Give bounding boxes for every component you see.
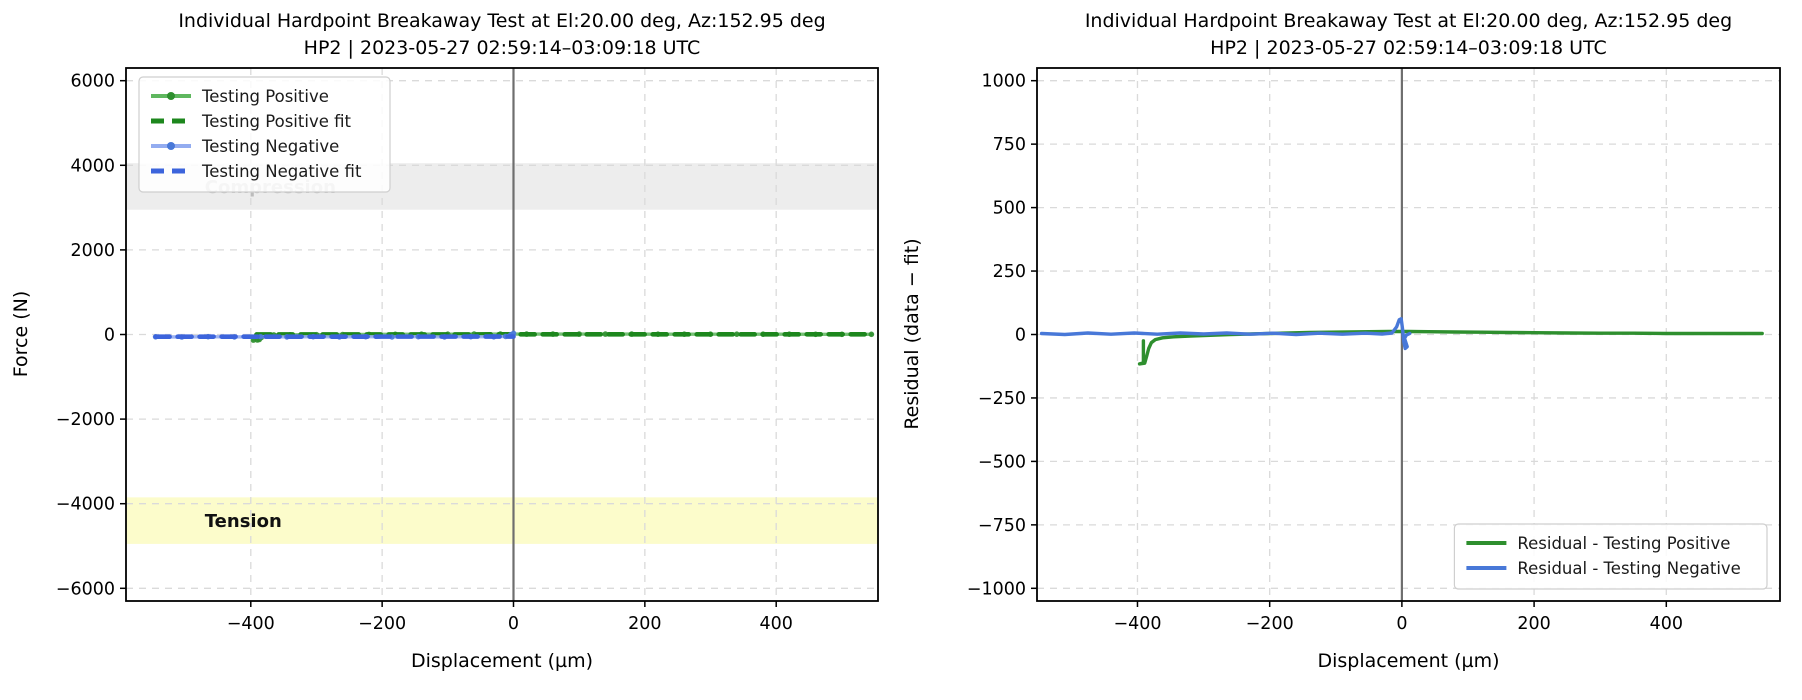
left-chart-plot-area: CompressionTension−400−20002004006000400…	[56, 67, 879, 634]
legend-item-testing-negative-fit: Testing Negative fit	[151, 162, 362, 181]
y-tick-label: 0	[1015, 326, 1026, 346]
left-chart-ylabel: Force (N)	[10, 290, 32, 378]
y-tick-label: −4000	[56, 495, 115, 515]
x-tick-label: 400	[1650, 614, 1683, 634]
band-label-tension: Tension	[205, 511, 282, 532]
x-tick-label: 0	[508, 614, 519, 634]
left-chart-title: Individual Hardpoint Breakaway Test at E…	[126, 8, 878, 62]
legend-item-label: Testing Negative fit	[201, 162, 362, 181]
legend-box	[1453, 523, 1768, 590]
left-chart-title-line1: Individual Hardpoint Breakaway Test at E…	[178, 10, 826, 32]
series-marker-testing-positive	[868, 331, 875, 338]
y-tick-label: −250	[978, 389, 1026, 409]
x-tick-label: 0	[1396, 614, 1407, 634]
legend-item-testing-positive-fit: Testing Positive fit	[151, 112, 351, 131]
legend-item-testing-positive: Testing Positive	[151, 87, 329, 106]
legend-item-label: Testing Positive	[201, 87, 329, 106]
legend-item-label: Residual - Testing Negative	[1517, 559, 1740, 578]
right-chart-ylabel: Residual (data − fit)	[901, 238, 923, 430]
axes-frame	[125, 67, 879, 602]
legend-item-residual-testing-positive: Residual - Testing Positive	[1466, 534, 1730, 553]
series-residual-testing-negative	[1039, 317, 1412, 351]
y-tick-label: 0	[104, 326, 115, 346]
y-tick-label: −500	[978, 452, 1026, 472]
legend-swatch-marker	[167, 142, 175, 150]
axes-frame	[1036, 67, 1781, 602]
legend-item-residual-testing-negative: Residual - Testing Negative	[1466, 559, 1741, 578]
right-chart-title-line2: HP2 | 2023-05-27 02:59:14–03:09:18 UTC	[1210, 37, 1607, 59]
legend-item-label: Testing Negative	[201, 137, 339, 156]
left-chart-xlabel: Displacement (µm)	[410, 650, 594, 672]
x-tick-label: 200	[1517, 614, 1550, 634]
x-tick-label: 200	[628, 614, 661, 634]
series-residual-testing-positive	[1137, 329, 1764, 366]
y-tick-label: 1000	[981, 72, 1026, 92]
x-tick-label: −200	[1246, 614, 1294, 634]
left-chart-title-line2: HP2 | 2023-05-27 02:59:14–03:09:18 UTC	[303, 37, 701, 59]
right-chart-plot-area: −400 −200 0 200 400 1000 750 500 250 0 −250 −500 −75…	[967, 67, 1781, 634]
y-tick-label: 500	[993, 199, 1026, 219]
y-tick-label: 4000	[70, 156, 115, 176]
y-tick-label: −6000	[56, 579, 115, 599]
x-tick-label: 400	[759, 614, 792, 634]
x-tick-label: −400	[227, 614, 275, 634]
series-marker-testing-positive	[734, 331, 740, 338]
legend: Residual - Testing Positive Residual - Te…	[1453, 523, 1768, 590]
y-tick-label: 6000	[70, 72, 115, 92]
legend: Testing Positive Testing Positive fit Test…	[138, 76, 391, 193]
legend-swatch-marker	[167, 92, 175, 100]
legend-box	[138, 76, 391, 193]
right-chart-title-line1: Individual Hardpoint Breakaway Test at E…	[1084, 10, 1733, 32]
y-tick-label: 750	[993, 135, 1026, 155]
right-chart-xlabel: Displacement (µm)	[1317, 650, 1500, 672]
y-tick-label: −1000	[967, 579, 1026, 599]
y-tick-label: 250	[993, 262, 1026, 282]
y-tick-label: −2000	[56, 410, 115, 430]
legend-item-label: Residual - Testing Positive	[1517, 534, 1730, 553]
x-tick-label: −200	[358, 614, 406, 634]
x-tick-label: −400	[1113, 614, 1161, 634]
y-tick-label: −750	[978, 516, 1026, 536]
right-chart-title: Individual Hardpoint Breakaway Test at E…	[1037, 8, 1780, 62]
legend-item-testing-negative: Testing Negative	[151, 137, 339, 156]
y-tick-label: 2000	[70, 241, 115, 261]
legend-item-label: Testing Positive fit	[201, 112, 351, 131]
